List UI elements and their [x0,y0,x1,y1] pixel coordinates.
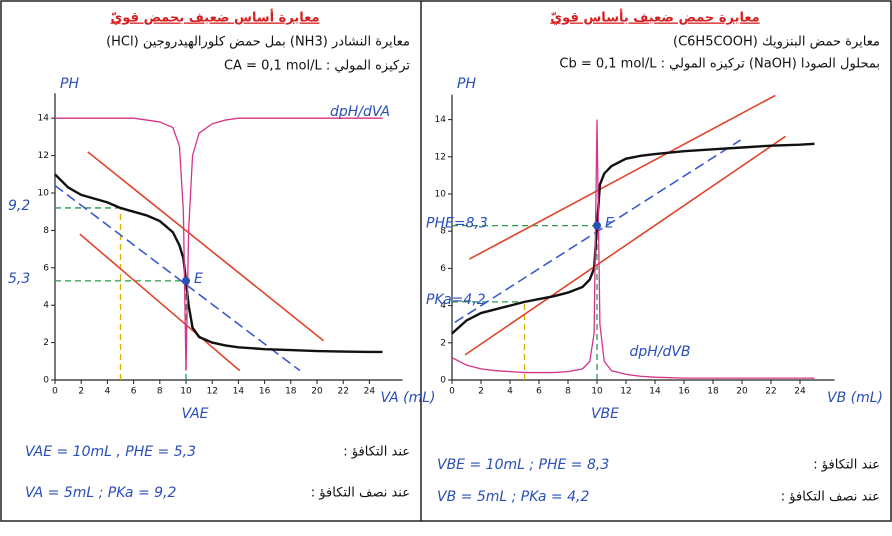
result-label: عند التكافؤ : [813,458,880,473]
x-tick-label: 10 [591,387,603,397]
result-label: عند نصف التكافؤ : [311,486,410,501]
y-tick-label: 12 [435,152,446,162]
x-tick-label: 6 [536,387,542,397]
y-tick-label: 6 [440,264,446,274]
y-tick-label: 2 [43,338,49,348]
y-tick-label: 6 [43,263,49,273]
equivalence-volume-label: VAE [181,406,208,422]
y-tick-label: 8 [440,227,446,237]
x-tick-label: 12 [620,387,631,397]
x-tick-label: 12 [206,387,217,397]
point-label: E [605,216,614,232]
series-line [54,173,383,354]
x-tick-label: 8 [565,387,571,397]
subtitle: تركيزه المولي : CA = 0,1 mol/L [224,59,410,74]
y-tick-label: 4 [440,301,446,311]
y-tick-label: 12 [38,151,49,161]
derivative-label: dpH/dVA [330,104,390,120]
result-label: عند التكافؤ : [343,445,410,460]
x-tick-label: 22 [337,387,348,397]
y-tick-label: 10 [38,189,50,199]
y-tick-label: 0 [43,376,49,386]
x-tick-label: 24 [794,387,806,397]
x-tick-label: 6 [131,387,137,397]
tangent-line [464,135,786,356]
x-axis-label: VB (mL) [827,390,883,406]
equivalence-point [593,221,601,230]
x-tick-label: 14 [233,387,245,397]
y-tick-label: 10 [435,190,447,200]
guide-value-label: 5,3 [8,271,30,287]
x-tick-label: 22 [765,387,776,397]
frame [0,0,892,522]
guide-value-label: 9,2 [8,198,30,214]
x-tick-label: 10 [180,387,192,397]
subtitle: بمحلول الصودا (NaOH) تركيزه المولي : Cb … [559,57,880,72]
x-tick-label: 0 [52,387,58,397]
series-line [55,117,383,371]
point-label: E [194,271,203,287]
x-tick-label: 2 [78,387,84,397]
result-label: عند نصف التكافؤ : [781,490,880,505]
equivalence-point [182,276,190,285]
chart-title: معايرة حمض ضعيف بأساس قويّ [550,9,759,26]
result-text: VAE = 10mL , PHE = 5,3 [25,444,196,460]
series-line [451,119,815,379]
x-tick-label: 4 [507,387,513,397]
tangent-line [87,151,325,342]
y-tick-label: 14 [38,114,50,124]
y-tick-label: 4 [43,301,49,311]
subtitle: معايرة النشادر (NH3) بمل حمض كلورالهيدرو… [106,35,410,50]
y-axis-label: PH [457,76,476,92]
result-text: VA = 5mL ; PKa = 9,2 [25,485,176,501]
tangent-line [79,233,241,372]
x-tick-label: 20 [311,387,323,397]
result-text: VB = 5mL ; PKa = 4,2 [437,489,589,505]
x-axis-label: VA (mL) [380,390,435,406]
x-tick-label: 8 [157,387,163,397]
x-tick-label: 0 [449,387,455,397]
y-tick-label: 8 [43,226,49,236]
y-axis-label: PH [60,76,79,92]
x-tick-label: 18 [707,387,719,397]
x-tick-label: 14 [649,387,661,397]
x-tick-label: 16 [259,387,271,397]
tangent-line [54,184,301,372]
y-tick-label: 0 [440,376,446,386]
x-tick-label: 18 [285,387,297,397]
result-text: VBE = 10mL ; PHE = 8,3 [437,457,609,473]
subtitle: معايرة حمض البنزويك (C6H5COOH) [673,35,880,50]
chart-title: معايرة أساس ضعيف بحمض قويّ [110,9,319,26]
guide-value-label: PHE=8,3 [426,216,488,232]
guide-value-label: PKa=4,2 [426,292,486,308]
x-tick-label: 2 [478,387,484,397]
y-tick-label: 2 [440,338,446,348]
tangent-line [469,94,776,260]
x-tick-label: 4 [105,387,111,397]
x-tick-label: 16 [678,387,690,397]
x-tick-label: 20 [736,387,748,397]
x-tick-label: 24 [364,387,376,397]
equivalence-volume-label: VBE [591,406,619,422]
y-tick-label: 14 [435,115,447,125]
derivative-label: dpH/dVB [629,344,690,360]
